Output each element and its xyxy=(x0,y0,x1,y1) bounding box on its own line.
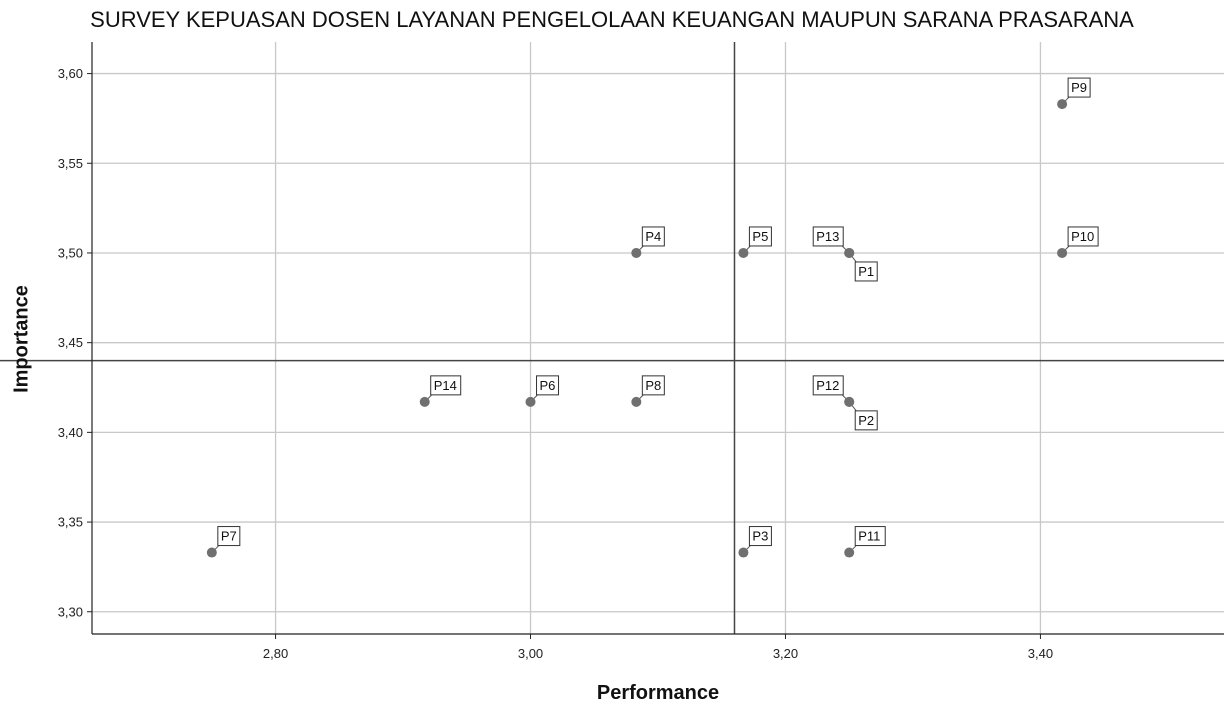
data-point-p6: P6 xyxy=(525,375,560,407)
point-label: P2 xyxy=(858,413,874,428)
point-marker xyxy=(631,247,642,258)
x-tick-label: 3,40 xyxy=(1028,646,1053,661)
label-box xyxy=(641,375,665,396)
point-marker xyxy=(1057,247,1068,258)
point-label: P13 xyxy=(816,229,839,244)
data-point-p11: P11 xyxy=(844,526,886,558)
point-label: P1 xyxy=(858,264,874,279)
chart-title: SURVEY KEPUASAN DOSEN LAYANAN PENGELOLAA… xyxy=(90,7,1134,32)
point-label: P5 xyxy=(752,229,768,244)
x-tick-label: 2,80 xyxy=(263,646,288,661)
data-point-p3: P3 xyxy=(738,526,772,558)
y-tick-label: 3,40 xyxy=(58,425,83,440)
point-label: P9 xyxy=(1071,80,1087,95)
label-box xyxy=(854,410,878,431)
y-tick-label: 3,60 xyxy=(58,66,83,81)
data-point-p9: P9 xyxy=(1057,77,1091,110)
label-box xyxy=(1067,77,1091,98)
point-label: P14 xyxy=(434,378,457,393)
x-tick-label: 3,00 xyxy=(518,646,543,661)
point-marker xyxy=(631,396,642,407)
point-marker xyxy=(844,396,855,407)
data-point-p12: P12 xyxy=(812,375,855,407)
x-axis-label: Performance xyxy=(596,682,720,704)
y-tick-label: 3,50 xyxy=(58,245,83,260)
data-point-p8: P8 xyxy=(631,375,665,407)
point-label: P11 xyxy=(858,529,880,544)
label-box xyxy=(812,375,844,396)
point-label: P6 xyxy=(540,378,556,393)
label-box xyxy=(854,526,886,547)
point-label: P4 xyxy=(645,229,661,244)
point-marker xyxy=(525,396,536,407)
label-box xyxy=(641,226,665,247)
data-point-p13: P13 xyxy=(812,226,855,258)
point-label: P3 xyxy=(752,529,768,544)
data-point-p5: P5 xyxy=(738,226,772,258)
point-marker xyxy=(738,547,749,558)
y-tick-label: 3,30 xyxy=(58,604,83,619)
point-marker xyxy=(844,547,855,558)
label-box xyxy=(812,226,844,247)
point-marker xyxy=(738,247,749,258)
label-box xyxy=(748,526,772,547)
y-axis-label: Importance xyxy=(10,285,33,393)
point-label: P12 xyxy=(816,378,839,393)
label-box xyxy=(536,375,560,396)
label-box xyxy=(1067,226,1099,247)
y-tick-label: 3,35 xyxy=(58,515,83,530)
x-tick-label: 3,20 xyxy=(773,646,798,661)
point-marker xyxy=(206,547,217,558)
point-marker xyxy=(1057,99,1068,110)
data-point-p14: P14 xyxy=(419,375,462,407)
label-box xyxy=(217,526,241,547)
data-point-p10: P10 xyxy=(1057,226,1099,258)
point-label: P10 xyxy=(1071,229,1094,244)
y-tick-label: 3,55 xyxy=(58,156,83,171)
point-label: P8 xyxy=(645,378,661,393)
label-box xyxy=(430,375,462,396)
y-tick-label: 3,45 xyxy=(58,335,83,350)
point-marker xyxy=(844,247,855,258)
point-label: P7 xyxy=(221,529,237,544)
label-box xyxy=(854,261,878,282)
label-box xyxy=(748,226,772,247)
data-point-p4: P4 xyxy=(631,226,665,258)
point-marker xyxy=(419,396,430,407)
data-point-p7: P7 xyxy=(206,526,241,558)
